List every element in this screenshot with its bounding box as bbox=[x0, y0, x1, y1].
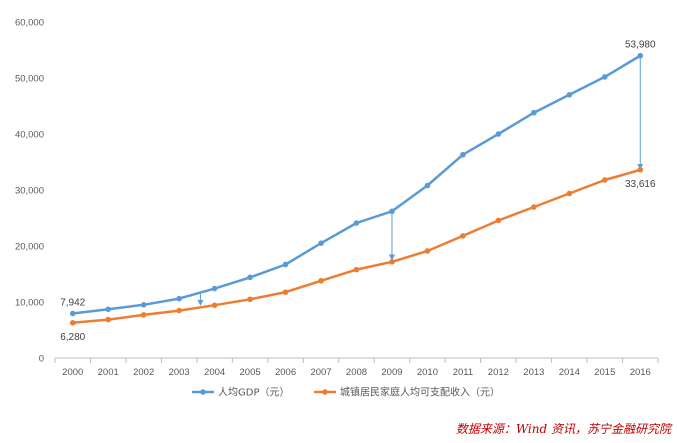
data-point bbox=[495, 217, 502, 224]
data-point bbox=[389, 259, 395, 265]
data-point bbox=[211, 285, 218, 292]
data-point bbox=[318, 240, 324, 246]
data-label: 53,980 bbox=[625, 40, 656, 51]
data-point bbox=[69, 310, 76, 317]
x-tick-label: 2015 bbox=[594, 367, 615, 378]
data-point bbox=[637, 52, 644, 59]
data-point bbox=[105, 316, 112, 323]
data-point bbox=[601, 74, 608, 80]
x-tick-label: 2001 bbox=[98, 367, 119, 378]
data-point bbox=[601, 177, 608, 183]
series-line-0 bbox=[72, 54, 641, 315]
data-point bbox=[495, 131, 502, 137]
data-point bbox=[282, 289, 289, 295]
x-tick-label: 2006 bbox=[275, 367, 296, 378]
y-tick-label: 20,000 bbox=[15, 242, 44, 253]
legend-label: 人均GDP（元） bbox=[218, 387, 289, 399]
x-tick-label: 2007 bbox=[310, 367, 331, 378]
data-point bbox=[566, 190, 573, 197]
data-point bbox=[389, 208, 395, 215]
x-tick-label: 2013 bbox=[523, 367, 544, 378]
annotations bbox=[197, 55, 644, 306]
data-point bbox=[247, 274, 253, 281]
source-note: 数据来源：Wind 资讯，苏宁金融研究院 bbox=[455, 422, 671, 436]
data-point bbox=[140, 302, 147, 308]
x-tick-label: 2009 bbox=[381, 367, 402, 378]
y-tick-label: 30,000 bbox=[15, 186, 44, 197]
data-point bbox=[460, 233, 466, 239]
data-point bbox=[531, 204, 537, 210]
data-point bbox=[353, 266, 360, 273]
x-tick-label: 2002 bbox=[133, 367, 154, 378]
x-tick-label: 2014 bbox=[559, 367, 580, 378]
legend: 人均GDP（元） 城镇居民家庭人均可支配收入（元） bbox=[192, 386, 500, 399]
y-tick-label: 40,000 bbox=[15, 130, 44, 141]
data-point bbox=[247, 296, 253, 303]
data-label: 6,280 bbox=[60, 332, 85, 343]
x-tick-label: 2011 bbox=[453, 367, 473, 378]
data-point bbox=[353, 220, 360, 226]
x-tick-label: 2010 bbox=[417, 367, 438, 378]
data-point bbox=[424, 248, 431, 254]
data-point bbox=[531, 109, 537, 116]
legend-swatch-marker bbox=[200, 389, 206, 395]
data-point bbox=[318, 277, 324, 284]
legend-label: 城镇居民家庭人均可支配收入（元） bbox=[340, 386, 500, 399]
axes: 2000 2001 2002 2003 2004 2005 2006 2007 2008 2009… bbox=[15, 18, 659, 378]
y-tick-label: 60,000 bbox=[15, 18, 44, 29]
data-point bbox=[105, 306, 112, 313]
data-point bbox=[69, 320, 76, 326]
data-point bbox=[176, 295, 182, 302]
y-tick-label: 50,000 bbox=[15, 74, 44, 85]
x-tick-label: 2012 bbox=[488, 367, 509, 378]
series-line-1 bbox=[72, 168, 641, 325]
data-point bbox=[566, 92, 573, 98]
series-group bbox=[69, 52, 644, 326]
y-tick-label: 10,000 bbox=[15, 298, 44, 309]
data-point bbox=[282, 261, 289, 268]
x-tick-label: 2008 bbox=[346, 367, 367, 378]
legend-swatch-marker bbox=[322, 389, 328, 395]
y-tick-label: 0 bbox=[39, 354, 44, 365]
data-point bbox=[460, 151, 466, 158]
data-point bbox=[211, 302, 218, 309]
x-tick-label: 2003 bbox=[169, 367, 190, 378]
data-point bbox=[140, 312, 147, 318]
data-label: 33,616 bbox=[625, 179, 656, 190]
data-point bbox=[637, 166, 644, 173]
data-labels: 7,942 6,280 53,980 33,616 bbox=[60, 40, 656, 343]
x-tick-label: 2005 bbox=[240, 367, 261, 378]
data-point bbox=[424, 182, 431, 189]
data-label: 7,942 bbox=[60, 298, 85, 309]
x-tick-label: 2004 bbox=[204, 367, 225, 378]
x-tick-label: 2000 bbox=[62, 367, 83, 378]
data-point bbox=[176, 307, 182, 314]
x-tick-label: 2016 bbox=[630, 367, 651, 378]
